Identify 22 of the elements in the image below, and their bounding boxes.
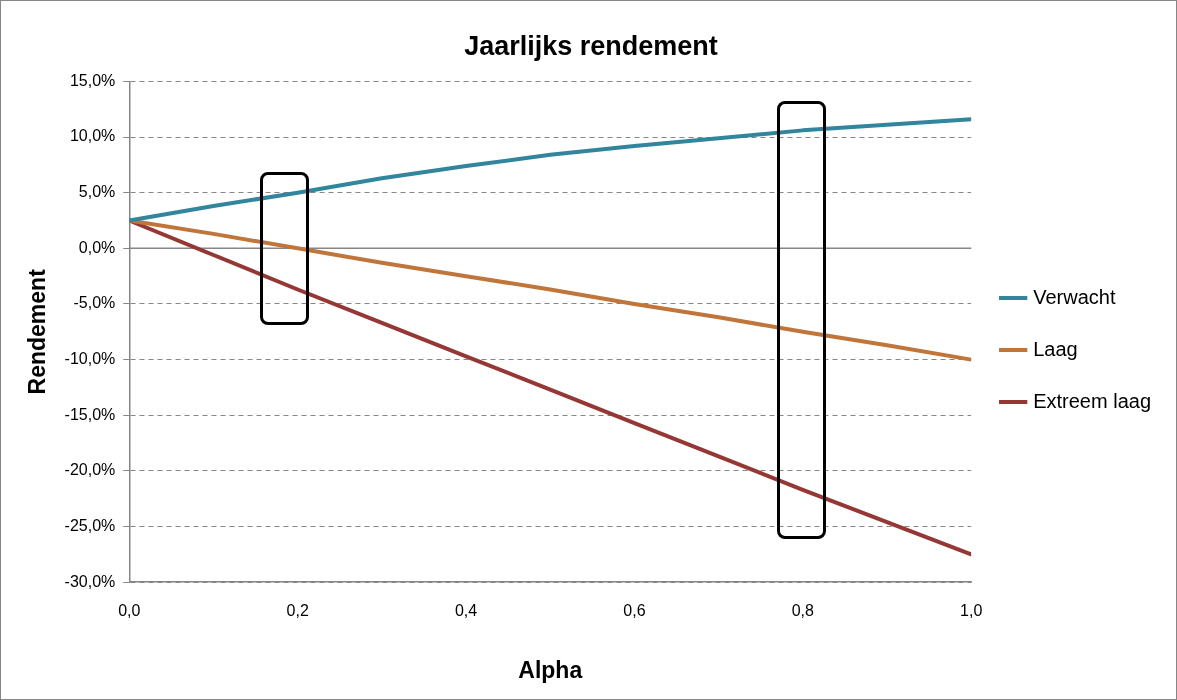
y-tick-label: 0,0% — [78, 238, 116, 256]
x-tick-label: 0,6 — [623, 602, 646, 620]
y-tick-label: -10,0% — [64, 350, 116, 368]
y-tick-label: -25,0% — [64, 516, 116, 534]
y-tick-label: -5,0% — [73, 294, 116, 312]
y-tick-label: -20,0% — [64, 461, 116, 479]
legend-label: Laag — [1033, 337, 1078, 360]
y-tick-label: -15,0% — [64, 405, 116, 423]
y-tick-label: -30,0% — [64, 572, 116, 590]
x-tick-label: 0,4 — [454, 602, 478, 620]
x-tick-label: 0,8 — [791, 602, 815, 620]
chart-title: Jaarlijks rendement — [464, 30, 718, 61]
x-tick-label: 1,0 — [960, 602, 983, 620]
x-tick-label: 0,0 — [118, 602, 141, 620]
y-tick-label: 15,0% — [69, 71, 116, 89]
y-tick-label: 5,0% — [78, 183, 116, 201]
y-axis-title: Rendement — [24, 268, 51, 395]
legend-label: Extreem laag — [1033, 389, 1152, 412]
x-axis-title: Alpha — [518, 656, 583, 683]
legend-label: Verwacht — [1033, 285, 1116, 308]
x-tick-label: 0,2 — [286, 602, 309, 620]
y-tick-label: 10,0% — [69, 127, 116, 145]
